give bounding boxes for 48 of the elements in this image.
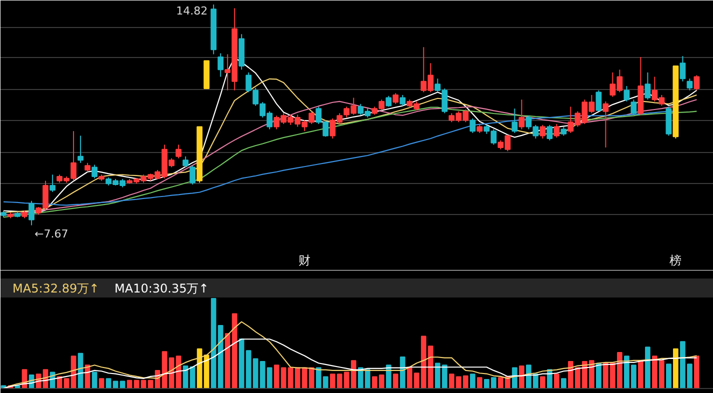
candlestick (630, 99, 637, 116)
bar (246, 350, 252, 389)
bar (252, 358, 258, 389)
annotation: ←7.67 (34, 227, 68, 240)
bar (400, 356, 406, 389)
candlestick (400, 94, 406, 106)
bar (596, 362, 602, 389)
bar (645, 346, 650, 389)
bar (673, 348, 678, 389)
bar (554, 374, 560, 389)
bar (210, 298, 216, 389)
candlestick (602, 100, 609, 148)
candlestick (694, 74, 700, 91)
candlestick (92, 164, 98, 179)
candlestick (546, 124, 553, 141)
candlestick (596, 90, 602, 112)
candlestick (686, 78, 693, 91)
candlestick (540, 124, 546, 140)
candlestick (518, 99, 525, 130)
candlestick (218, 52, 224, 78)
bar (560, 378, 566, 389)
bar (540, 376, 546, 389)
candlestick (78, 135, 84, 164)
x-tick-label: 榜 (670, 254, 682, 268)
candlestick (190, 165, 196, 186)
annotation: 14.82 (176, 4, 208, 18)
bar (638, 360, 644, 389)
candlestick (182, 156, 189, 168)
bar (470, 374, 476, 389)
bar (392, 374, 398, 389)
candlestick (512, 108, 518, 134)
candlestick (644, 72, 651, 100)
text: MA5:32.89万↑ (12, 282, 100, 296)
candlestick (470, 118, 476, 134)
candlestick (680, 56, 686, 82)
bar (476, 377, 482, 389)
bar (666, 364, 672, 389)
text: MA10:30.35万↑ (114, 282, 209, 296)
candlestick (176, 144, 182, 159)
candlestick (624, 86, 630, 102)
candlestick (28, 200, 34, 226)
x-tick-label: 财 (298, 254, 311, 268)
bar (694, 356, 700, 389)
candlestick (392, 92, 399, 104)
candlestick (50, 174, 56, 192)
candlestick (554, 124, 560, 138)
bar (238, 338, 244, 389)
bar (518, 365, 524, 389)
